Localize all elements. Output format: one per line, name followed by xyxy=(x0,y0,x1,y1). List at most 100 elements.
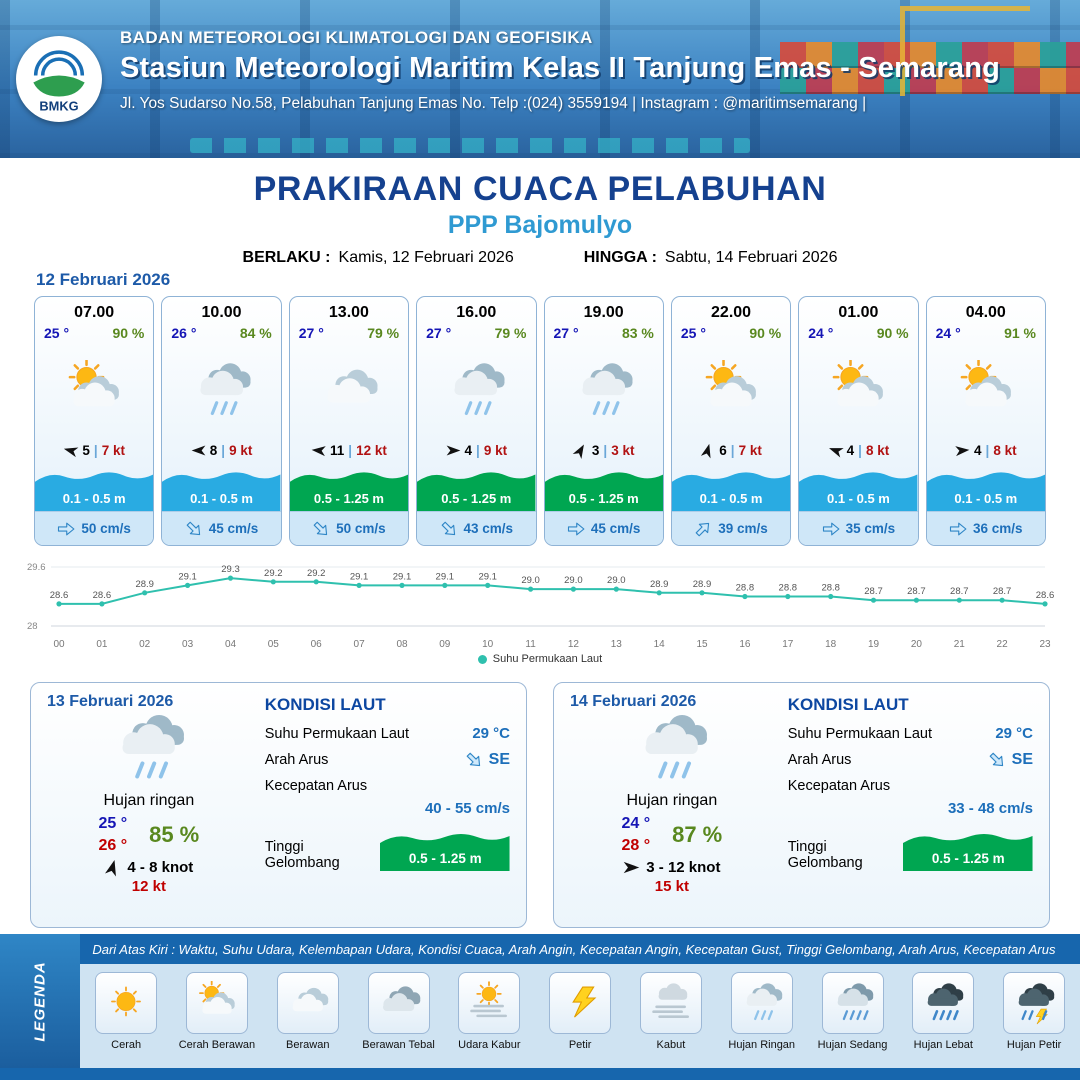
wind-row: 5 | 7 kt xyxy=(35,441,153,463)
weather-glyph-kabut xyxy=(652,983,689,1018)
svg-text:29.1: 29.1 xyxy=(478,571,497,582)
air-temperature: 25 ° xyxy=(680,325,706,341)
svg-text:12: 12 xyxy=(568,639,580,650)
svg-text:15: 15 xyxy=(696,639,708,650)
legend-label: Hujan Petir xyxy=(1006,1039,1062,1051)
wave-height-band: 0.5 - 1.25 m xyxy=(289,463,409,511)
temp-humidity-row: 24 ° 91 % xyxy=(927,322,1045,341)
wind-row: 4 - 8 knot xyxy=(104,859,193,877)
wave-shape xyxy=(671,472,791,511)
forecast-time: 04.00 xyxy=(965,304,1006,321)
forecast-time: 19.00 xyxy=(583,304,624,321)
wave-height-value: 0.5 - 1.25 m xyxy=(408,851,482,866)
weather-glyph-hujan-petir xyxy=(1018,983,1055,1025)
current-direction-icon xyxy=(691,516,716,541)
weather-icon-hujan-ringan xyxy=(162,341,280,441)
legend-label: Berawan xyxy=(286,1039,330,1051)
legend-label: Cerah xyxy=(111,1039,142,1051)
svg-text:01: 01 xyxy=(96,639,108,650)
current-speed: 36 cm/s xyxy=(973,521,1023,536)
wave-shape xyxy=(162,472,281,511)
forecast-time: 10.00 xyxy=(201,304,242,321)
wave-height-value: 0.5 - 1.25 m xyxy=(931,851,1005,866)
hourly-forecast-card: 13.00 27 ° 79 % 11 | 12 kt 0.5 - 1.25 m … xyxy=(288,296,410,546)
current-speed-value: 33 - 48 cm/s xyxy=(947,800,1033,817)
current-row: 35 cm/s xyxy=(799,511,918,545)
gust-speed: 9 kt xyxy=(483,443,508,458)
air-temperature: 27 ° xyxy=(298,325,324,341)
temp-humidity-row: 26 ° 84 % xyxy=(162,322,280,341)
page-title: PRAKIRAAN CUACA PELABUHAN xyxy=(253,170,827,208)
valid-to-value: Sabtu, 14 Februari 2026 xyxy=(664,249,838,266)
wave-height: 0.1 - 0.5 m xyxy=(954,491,1018,506)
valid-from-label: BERLAKU : xyxy=(242,249,331,266)
weather-icon-hujan-ringan xyxy=(102,711,196,792)
current-speed: 45 cm/s xyxy=(590,521,641,536)
wave-height: 0.5 - 1.25 m xyxy=(568,491,639,506)
temp-humidity-row: 27 ° 79 % xyxy=(290,322,408,341)
weather-glyph-hujan-ringan xyxy=(199,363,251,416)
weather-glyph-berawan xyxy=(327,369,378,403)
hourly-forecast-card: 04.00 24 ° 91 % 4 | 8 kt 0.1 - 0.5 m 36 … xyxy=(925,296,1046,546)
sst-value: 29 °C xyxy=(995,725,1033,742)
wind-direction-icon xyxy=(699,441,717,459)
air-temperature: 27 ° xyxy=(426,325,452,341)
gust-speed: 12 kt xyxy=(131,878,166,896)
legend-icon-cerah xyxy=(95,972,158,1034)
wind-row: 4 | 8 kt xyxy=(927,441,1045,463)
wind-direction-icon xyxy=(446,443,461,458)
legend-item: Cerah xyxy=(81,972,171,1051)
legend-item: Cerah Berawan xyxy=(172,972,262,1051)
weather-glyph-cerah-berawan xyxy=(68,360,120,407)
current-row: 36 cm/s xyxy=(926,511,1045,545)
svg-text:02: 02 xyxy=(139,639,151,650)
legend-title-strip: LEGENDA xyxy=(0,934,81,1068)
current-direction-icon xyxy=(308,516,333,541)
forecast-time: 01.00 xyxy=(838,304,879,321)
weather-icon-berawan xyxy=(290,341,408,441)
forecast-time: 22.00 xyxy=(711,304,752,321)
humidity: 90 % xyxy=(112,325,145,341)
legend-item: Hujan Lebat xyxy=(898,972,988,1051)
wave-shape xyxy=(799,472,918,511)
temp-humidity-row: 27 ° 79 % xyxy=(417,322,535,341)
legend-item: Hujan Ringan xyxy=(717,972,807,1051)
svg-text:16: 16 xyxy=(739,639,751,650)
legend-label: Udara Kabur xyxy=(458,1039,521,1051)
wind-direction-icon xyxy=(570,440,590,460)
current-row: 50 cm/s xyxy=(35,511,154,545)
wind-row: 3 | 3 kt xyxy=(545,441,663,463)
air-temperature: 24 ° xyxy=(935,325,961,341)
temperature-block: 25 ° 26 ° 85 % xyxy=(98,813,199,856)
current-direction-value: SE xyxy=(988,751,1033,769)
humidity: 79 % xyxy=(367,325,400,341)
weather-glyph-cerah-berawan xyxy=(960,360,1011,407)
station-name: Stasiun Meteorologi Maritim Kelas II Tan… xyxy=(120,52,1001,84)
weather-glyph-cerah-berawan xyxy=(833,360,884,407)
svg-text:21: 21 xyxy=(954,639,966,650)
wind-speed: 4 xyxy=(846,443,855,458)
chart-legend-dot-icon xyxy=(477,654,487,664)
separator: | xyxy=(476,443,480,458)
legend-items-row: Cerah Cerah Berawan Berawan Berawan Teba… xyxy=(80,964,1080,1068)
air-temperature: 26 ° xyxy=(171,325,197,341)
current-row: 45 cm/s xyxy=(544,511,663,545)
temp-min: 25 ° xyxy=(98,815,128,832)
current-speed: 35 cm/s xyxy=(845,521,896,536)
legend-section: LEGENDA Dari Atas Kiri : Waktu, Suhu Uda… xyxy=(0,934,1080,1068)
sea-conditions: KONDISI LAUT Suhu Permukaan Laut 29 °C A… xyxy=(251,693,510,917)
temp-humidity-row: 25 ° 90 % xyxy=(672,322,790,341)
current-row: 45 cm/s xyxy=(162,511,281,545)
title-block: PRAKIRAAN CUACA PELABUHAN PPP Bajomulyo … xyxy=(0,158,1080,270)
legend-icon-udara-kabur xyxy=(458,972,521,1034)
hourly-forecast-card: 10.00 26 ° 84 % 8 | 9 kt 0.1 - 0.5 m 45 … xyxy=(161,296,282,546)
svg-text:28.7: 28.7 xyxy=(907,586,926,597)
weather-icon-cerah-berawan xyxy=(35,341,153,441)
weather-icon-hujan-ringan xyxy=(417,341,535,441)
wind-row: 6 | 7 kt xyxy=(672,441,790,463)
bmkg-logo: BMKG xyxy=(16,36,102,122)
wave-height-graphic: 0.5 - 1.25 m xyxy=(903,825,1033,871)
wave-shape xyxy=(35,472,154,511)
svg-text:BMKG: BMKG xyxy=(39,99,78,114)
svg-text:09: 09 xyxy=(439,639,451,650)
